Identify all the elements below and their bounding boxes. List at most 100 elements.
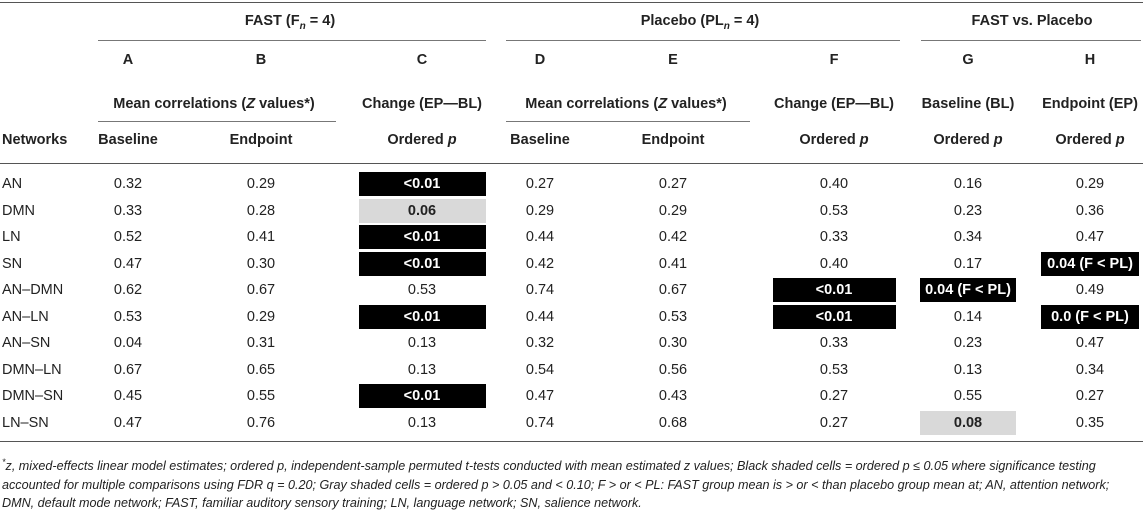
significant-cell: <0.01 <box>358 304 486 329</box>
table-cell: 0.54 <box>525 361 555 378</box>
row-label: DMN–SN <box>2 388 64 404</box>
table-cell: 0.74 <box>525 414 555 431</box>
table-cell: 0.32 <box>113 176 143 192</box>
table-cell: 0.49 <box>1075 282 1105 298</box>
table-cell: 0.16 <box>953 176 983 192</box>
table-cell: 0.17 <box>953 255 983 272</box>
table-cell: 0.47 <box>1075 229 1105 245</box>
table-cell: 0.44 <box>525 308 555 325</box>
row-label: DMN <box>2 202 36 219</box>
table-cell: 0.36 <box>1075 202 1105 219</box>
table-cell: 0.27 <box>525 176 555 192</box>
group-placebo-header: Placebo (PLn = 4) <box>640 13 760 32</box>
placebo-mean-correlations-header: Mean correlations (Z values*) <box>525 96 727 112</box>
col-letter-e: E <box>668 52 678 68</box>
col-letter-d: D <box>534 52 546 68</box>
table-cell: 0.40 <box>819 255 849 272</box>
fast-endpoint-header: Endpoint <box>229 132 293 148</box>
significant-cell: <0.01 <box>358 384 486 408</box>
header-bottom-rule <box>0 163 1143 164</box>
top-rule <box>0 2 1143 3</box>
table-cell: 0.27 <box>1075 388 1105 404</box>
significant-cell: 0.04 (F < PL) <box>1041 251 1139 276</box>
baseline-bl-header: Baseline (BL) <box>921 96 1015 112</box>
table-cell: 0.47 <box>525 388 555 404</box>
row-label: AN–DMN <box>2 282 64 298</box>
table-cell: 0.53 <box>819 202 849 219</box>
fast-change-header: Change (EP—BL) <box>361 96 483 112</box>
table-cell: 0.42 <box>525 255 555 272</box>
table-cell: 0.52 <box>113 229 143 245</box>
table-cell: 0.53 <box>819 361 849 378</box>
row-label: AN <box>2 176 23 192</box>
table-cell: 0.55 <box>246 388 276 404</box>
table-cell: 0.67 <box>246 282 276 298</box>
significant-cell: <0.01 <box>772 304 896 329</box>
table-cell: 0.34 <box>1075 361 1105 378</box>
table-cell: 0.45 <box>113 388 143 404</box>
table-cell: 0.29 <box>246 176 276 192</box>
significant-cell: 0.0 (F < PL) <box>1041 304 1139 329</box>
placebo-baseline-header: Baseline <box>510 132 570 148</box>
col-letter-f: F <box>829 52 839 68</box>
table-cell: 0.53 <box>407 282 437 298</box>
table-cell: 0.30 <box>658 335 688 351</box>
table-cell: 0.33 <box>113 202 143 219</box>
table-cell: 0.74 <box>525 282 555 298</box>
fast-baseline-header: Baseline <box>98 132 158 148</box>
table-cell: 0.41 <box>658 255 688 272</box>
table-cell: 0.31 <box>246 335 276 351</box>
table-cell: 0.30 <box>246 255 276 272</box>
vs-group-rule <box>921 40 1141 41</box>
table-cell: 0.04 <box>113 335 143 351</box>
endpoint-ep-header: Endpoint (EP) <box>1042 96 1138 112</box>
significant-cell: <0.01 <box>358 172 486 196</box>
table-bottom-rule <box>0 441 1143 442</box>
table-cell: 0.44 <box>525 229 555 245</box>
table-cell: 0.29 <box>1075 176 1105 192</box>
significant-cell: 0.04 (F < PL) <box>920 278 1016 302</box>
table-cell: 0.53 <box>113 308 143 325</box>
group-vs-header: FAST vs. Placebo <box>971 13 1093 29</box>
table-cell: 0.62 <box>113 282 143 298</box>
significant-cell: <0.01 <box>772 278 896 302</box>
table-cell: 0.56 <box>658 361 688 378</box>
table-cell: 0.28 <box>246 202 276 219</box>
table-cell: 0.27 <box>819 388 849 404</box>
fast-mean-correlations-header: Mean correlations (Z values*) <box>113 96 315 112</box>
table-cell: 0.13 <box>953 361 983 378</box>
footnote: *z, mixed-effects linear model estimates… <box>2 453 1140 513</box>
footnote-star: * <box>2 457 6 467</box>
table-cell: 0.34 <box>953 229 983 245</box>
table-cell: 0.53 <box>658 308 688 325</box>
significant-cell: <0.01 <box>358 251 486 276</box>
table-cell: 0.40 <box>819 176 849 192</box>
footnote-text: z, mixed-effects linear model estimates;… <box>2 459 1110 511</box>
col-letter-c: C <box>416 52 428 68</box>
table-cell: 0.14 <box>953 308 983 325</box>
table-cell: 0.55 <box>953 388 983 404</box>
col-letter-h: H <box>1084 52 1096 68</box>
placebo-change-header: Change (EP—BL) <box>773 96 895 112</box>
table-cell: 0.33 <box>819 229 849 245</box>
table-cell: 0.65 <box>246 361 276 378</box>
group-fast-header: FAST (Fn = 4) <box>244 13 336 32</box>
ep-ordered-p-header: Ordered p <box>1055 132 1125 148</box>
table-cell: 0.23 <box>953 335 983 351</box>
table-cell: 0.27 <box>819 414 849 431</box>
table-cell: 0.41 <box>246 229 276 245</box>
row-label: DMN–LN <box>2 361 62 378</box>
table-cell: 0.43 <box>658 388 688 404</box>
trend-cell: 0.08 <box>920 410 1016 435</box>
fast-group-rule <box>98 40 486 41</box>
table-cell: 0.13 <box>407 361 437 378</box>
row-label: AN–LN <box>2 308 49 325</box>
placebo-group-rule <box>506 40 900 41</box>
table-cell: 0.67 <box>113 361 143 378</box>
table-cell: 0.29 <box>246 308 276 325</box>
table-cell: 0.35 <box>1075 414 1105 431</box>
bl-ordered-p-header: Ordered p <box>933 132 1003 148</box>
col-letter-b: B <box>255 52 267 68</box>
row-label: AN–SN <box>2 335 51 351</box>
